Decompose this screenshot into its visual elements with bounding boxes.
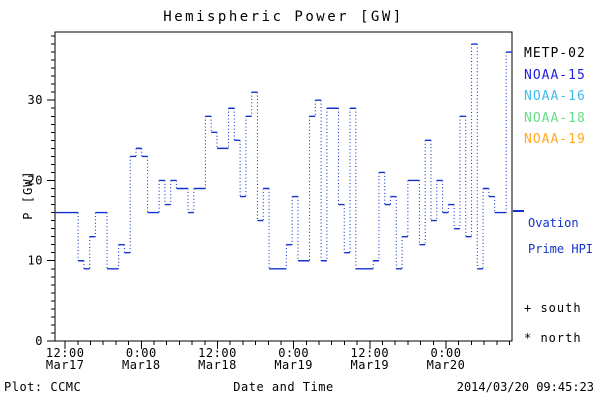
line-sample-icon — [513, 210, 524, 212]
ovation-line1: Ovation — [528, 216, 579, 230]
svg-text:20: 20 — [28, 173, 43, 187]
north-marker-label: * north — [524, 331, 582, 345]
legend-item-noaa-18: NOAA-18 — [524, 110, 586, 126]
svg-text:Mar18: Mar18 — [198, 358, 237, 372]
svg-text:Mar19: Mar19 — [351, 358, 390, 372]
svg-text:12:00: 12:00 — [198, 346, 237, 360]
legend-item-noaa-15: NOAA-15 — [524, 67, 586, 83]
satellite-legend: METP-02 NOAA-15 NOAA-16 NOAA-18 NOAA-19 — [524, 46, 586, 154]
svg-text:0:00: 0:00 — [278, 346, 309, 360]
plot-credit: Plot: CCMC — [4, 380, 82, 394]
y-axis-label: P [GW] — [21, 170, 35, 220]
hpi-step-line-vertical-connectors — [77, 44, 507, 269]
legend-item-noaa-16: NOAA-16 — [524, 89, 586, 104]
svg-text:12:00: 12:00 — [46, 346, 85, 360]
south-marker-label: + south — [524, 301, 582, 315]
svg-text:0:00: 0:00 — [126, 346, 157, 360]
ovation-legend-label: Ovation Prime HPI — [528, 204, 593, 256]
x-axis-label: Date and Time — [233, 380, 334, 394]
svg-text:0:00: 0:00 — [431, 346, 462, 360]
svg-text:30: 30 — [28, 93, 43, 107]
legend-item-metp-02: METP-02 — [524, 46, 586, 61]
ovation-legend: Ovation Prime HPI — [512, 204, 593, 256]
svg-text:12:00: 12:00 — [351, 346, 390, 360]
hpi-step-line — [55, 43, 512, 270]
ovation-line2: Prime HPI — [528, 242, 594, 256]
plot-timestamp: 2014/03/20 09:45:23 — [456, 380, 594, 394]
svg-text:0: 0 — [35, 334, 43, 348]
svg-text:Mar19: Mar19 — [274, 358, 313, 372]
svg-text:Mar20: Mar20 — [427, 358, 466, 372]
plot-title: Hemispheric Power [GW] — [163, 9, 404, 25]
svg-text:Mar18: Mar18 — [122, 358, 161, 372]
svg-text:Mar17: Mar17 — [46, 358, 85, 372]
svg-text:10: 10 — [28, 254, 43, 268]
legend-item-noaa-19: NOAA-19 — [524, 132, 586, 147]
